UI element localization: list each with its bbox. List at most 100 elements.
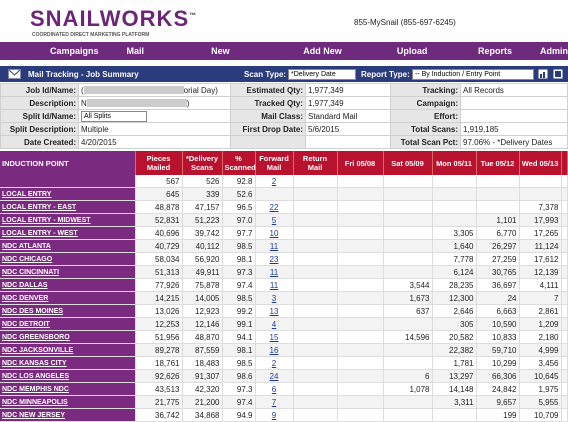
cell[interactable]: 4 (255, 317, 294, 331)
cell[interactable]: 7 (255, 395, 294, 409)
scan-type-select[interactable]: *Delivery Date (288, 69, 356, 80)
induction-point-link[interactable]: NDC DES MOINES (0, 304, 136, 318)
cell: 51,313 (135, 265, 183, 279)
cell-cut (561, 343, 568, 357)
induction-point-link[interactable]: NDC GREENSBORO (0, 330, 136, 344)
cell[interactable]: 2 (255, 175, 294, 188)
cell[interactable]: 24 (255, 369, 294, 383)
cell (255, 187, 294, 201)
cell[interactable]: 13 (255, 304, 294, 318)
cell[interactable]: 2 (255, 356, 294, 370)
cell: 48,878 (135, 200, 183, 214)
cell (337, 343, 384, 357)
induction-point-link[interactable]: NDC DETROIT (0, 317, 136, 331)
logo[interactable]: SNAILWORKS™ (30, 6, 197, 32)
cell (293, 252, 338, 266)
field-value: 5/6/2015 (305, 122, 391, 136)
induction-point-link[interactable]: NDC KANSAS CITY (0, 356, 136, 370)
cell (293, 395, 338, 409)
view-icons[interactable] (538, 69, 564, 79)
table-row: NDC KANSAS CITY 18,761 18,483 98.5 2 1,781 10,… (0, 356, 568, 370)
column-header-cut (561, 151, 568, 175)
cell: 5,955 (519, 395, 562, 409)
nav-link[interactable]: Add New Client (303, 46, 342, 74)
induction-point-link[interactable]: NDC ATLANTA (0, 239, 136, 253)
cell: 199 (476, 408, 520, 422)
table-row: NDC MEMPHIS NDC 43,513 42,320 97.3 6 1,078 14,… (0, 382, 568, 396)
cell-cut (561, 304, 568, 318)
field-value: All Splits (78, 109, 231, 123)
nav-link[interactable]: Admin (540, 46, 568, 56)
cell[interactable]: 3 (255, 291, 294, 305)
nav-link[interactable]: Mail Tracking (126, 46, 164, 74)
induction-point-link[interactable]: LOCAL ENTRY - MIDWEST (0, 213, 136, 227)
cell: 10,590 (476, 317, 520, 331)
induction-point-link[interactable]: NDC LOS ANGELES (0, 369, 136, 383)
nav-link[interactable]: Upload Files (396, 46, 428, 74)
redacted (83, 86, 184, 95)
induction-point-link[interactable]: NDC CHICAGO (0, 252, 136, 266)
cell[interactable]: 10 (255, 226, 294, 240)
cell[interactable]: 16 (255, 343, 294, 357)
cell[interactable]: 5 (255, 213, 294, 227)
induction-point-link[interactable]: NDC MINNEAPOLIS (0, 395, 136, 409)
cell (293, 187, 338, 201)
cell-cut (561, 395, 568, 409)
cell: 30,765 (476, 265, 520, 279)
cell[interactable]: 23 (255, 252, 294, 266)
cell (337, 356, 384, 370)
cell: 52.6 (222, 187, 256, 201)
cell[interactable]: 9 (255, 408, 294, 422)
induction-point-link[interactable]: LOCAL ENTRY - WEST (0, 226, 136, 240)
table-row: LOCAL ENTRY - MIDWEST 52,831 51,223 97.0 5 1,… (0, 213, 568, 227)
report-type-select[interactable]: -- By Induction / Entry Point (412, 69, 534, 80)
table-row: NDC GREENSBORO 51,956 48,870 94.1 15 14,596 20… (0, 330, 568, 344)
cell: 42,320 (182, 382, 223, 396)
cell: 1,101 (476, 213, 520, 227)
table-row: 567 526 92.8 2 (0, 175, 568, 188)
cell: 40,729 (135, 239, 183, 253)
cell[interactable]: 6 (255, 382, 294, 396)
cell (337, 369, 384, 383)
cell[interactable]: 15 (255, 330, 294, 344)
cell: 1,209 (519, 317, 562, 331)
value-text: ) (186, 98, 190, 108)
cell: 6,124 (432, 265, 477, 279)
cell: 2,646 (432, 304, 477, 318)
cell: 98.1 (222, 343, 256, 357)
value-text: 1,977,349 (308, 85, 344, 95)
induction-point-link[interactable]: LOCAL ENTRY (0, 187, 136, 201)
cell: 27,259 (476, 252, 520, 266)
induction-point-link[interactable]: NDC MEMPHIS NDC (0, 382, 136, 396)
induction-point-link[interactable]: LOCAL ENTRY - EAST (0, 200, 136, 214)
induction-point-link (0, 175, 136, 188)
field-label (230, 135, 306, 149)
cell[interactable]: 11 (255, 265, 294, 279)
induction-point-link[interactable]: NDC JACKSONVILLE (0, 343, 136, 357)
induction-point-link[interactable]: NDC DENVER (0, 291, 136, 305)
cell: 10,645 (519, 369, 562, 383)
cell[interactable]: 11 (255, 278, 294, 292)
split-select[interactable]: All Splits (81, 110, 147, 122)
induction-point-link[interactable]: NDC CINCINNATI (0, 265, 136, 279)
table-row: NDC JACKSONVILLE 89,278 87,559 98.1 16 22,382… (0, 343, 568, 357)
cell-cut (561, 408, 568, 422)
induction-point-link[interactable]: NDC NEW JERSEY (0, 408, 136, 422)
cell[interactable]: 22 (255, 200, 294, 214)
cell: 56,920 (182, 252, 223, 266)
cell[interactable]: 11 (255, 239, 294, 253)
cell (476, 187, 520, 201)
cell: 14,596 (383, 330, 433, 344)
cell-cut (561, 356, 568, 370)
induction-point-link[interactable]: NDC DALLAS (0, 278, 136, 292)
field-label: Date Created: (0, 135, 79, 149)
cell: 40,112 (182, 239, 223, 253)
nav-link[interactable]: New Campaign (211, 46, 255, 74)
nav-link[interactable]: Campaigns (50, 46, 99, 56)
cell: 12,300 (432, 291, 477, 305)
table-row: NDC LOS ANGELES 92,626 91,307 98.6 24 6 13,297… (0, 369, 568, 383)
summary-row: Split Description: Multiple First Drop Dat… (0, 122, 568, 136)
column-header: *Delivery Scans (182, 151, 223, 175)
nav-link[interactable]: Reports (477, 46, 512, 56)
field-label: Estimated Qty: (230, 83, 306, 97)
